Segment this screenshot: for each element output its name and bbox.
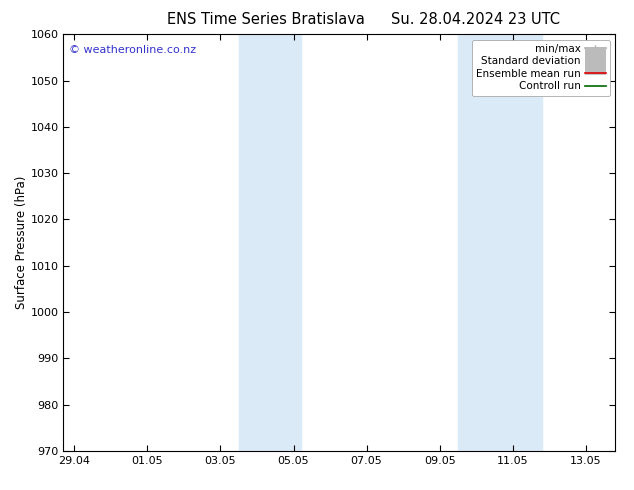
Text: ENS Time Series Bratislava: ENS Time Series Bratislava <box>167 12 365 27</box>
Bar <box>239 34 301 451</box>
Text: © weatheronline.co.nz: © weatheronline.co.nz <box>69 45 196 55</box>
Bar <box>458 34 542 451</box>
Legend: min/max, Standard deviation, Ensemble mean run, Controll run: min/max, Standard deviation, Ensemble me… <box>472 40 610 96</box>
Y-axis label: Surface Pressure (hPa): Surface Pressure (hPa) <box>15 176 28 309</box>
Text: Su. 28.04.2024 23 UTC: Su. 28.04.2024 23 UTC <box>391 12 560 27</box>
